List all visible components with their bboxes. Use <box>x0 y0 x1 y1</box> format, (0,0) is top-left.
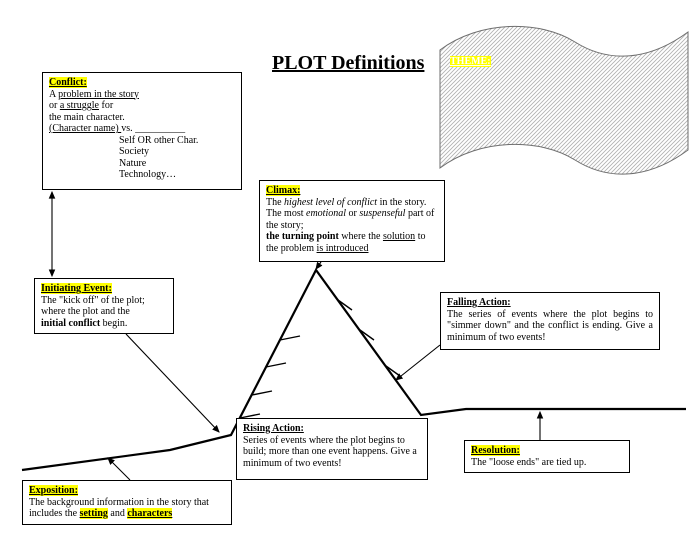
falling-heading: Falling Action: <box>447 297 511 308</box>
page-title: PLOT Definitions <box>272 52 424 75</box>
falling-to-line <box>396 345 440 380</box>
climax-box: Climax: The highest level of conflict in… <box>259 180 445 262</box>
theme-label: THEME: <box>450 56 491 67</box>
initiating-heading: Initiating Event: <box>41 283 112 294</box>
falling-action-box: Falling Action: The series of events whe… <box>440 292 660 350</box>
exposition-to-line <box>108 458 130 480</box>
climax-heading: Climax: <box>266 185 300 196</box>
rising-heading: Rising Action: <box>243 423 304 434</box>
theme-flag <box>440 26 688 174</box>
conflict-box: Conflict: A problem in the story or a st… <box>42 72 242 190</box>
rising-action-box: Rising Action: Series of events where th… <box>236 418 428 480</box>
exposition-heading: Exposition: <box>29 485 78 496</box>
initiating-event-box: Initiating Event: The "kick off" of the … <box>34 278 174 334</box>
resolution-heading: Resolution: <box>471 445 520 456</box>
resolution-box: Resolution: The "loose ends" are tied up… <box>464 440 630 473</box>
plot-tick-marks <box>240 300 400 418</box>
conflict-heading: Conflict: <box>49 77 87 88</box>
climax-to-peak <box>316 262 321 269</box>
exposition-box: Exposition: The background information i… <box>22 480 232 525</box>
initiating-to-line <box>126 334 219 432</box>
